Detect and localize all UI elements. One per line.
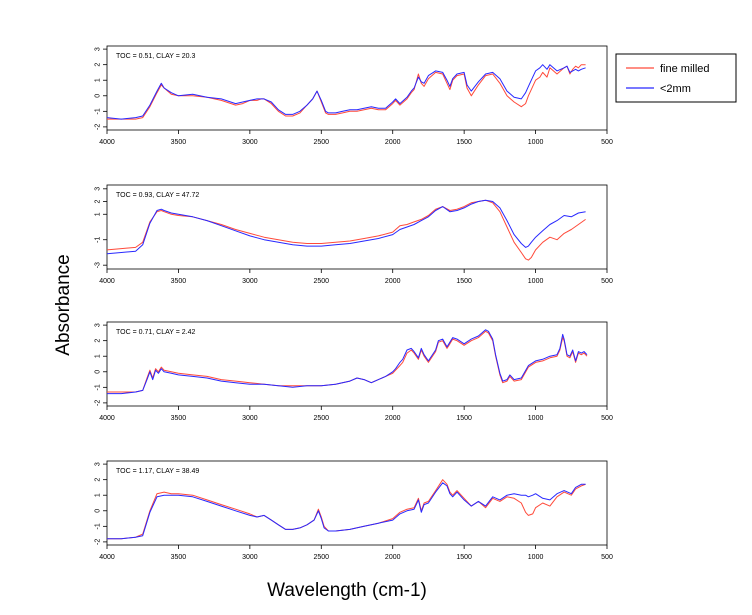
- plot-frame: [106, 321, 608, 407]
- legend-label-2mm: <2mm: [660, 83, 691, 95]
- plot-frame: [106, 460, 608, 546]
- x-tick-label: 1500: [456, 415, 472, 422]
- y-tick-label: 2: [95, 63, 102, 67]
- x-tick-label: 500: [601, 278, 613, 285]
- series-line-2mm: [106, 64, 586, 120]
- y-tick-label: -2: [95, 539, 102, 545]
- y-tick-label: 1: [95, 354, 102, 358]
- x-tick-label: 3000: [242, 278, 258, 285]
- x-tick-label: 1000: [528, 278, 544, 285]
- legend-label-fine-milled: fine milled: [660, 63, 710, 75]
- y-tick-label: 0: [95, 94, 102, 98]
- series-line-fine-milled: [107, 330, 588, 393]
- y-tick-label: -1: [95, 237, 102, 243]
- x-tick-label: 3500: [171, 278, 187, 285]
- x-tick-label: 4000: [99, 278, 115, 285]
- y-tick-label: 3: [95, 323, 102, 327]
- y-tick-label: 2: [95, 478, 102, 482]
- x-tick-label: 500: [601, 139, 613, 146]
- x-tick-label: 500: [601, 415, 613, 422]
- x-tick-label: 2500: [313, 278, 329, 285]
- y-axis-title: Absorbance: [53, 254, 74, 355]
- y-tick-label: 0: [95, 509, 102, 513]
- y-tick-label: -3: [95, 262, 102, 268]
- x-tick-label: 2500: [313, 139, 329, 146]
- y-tick-label: 3: [95, 47, 102, 51]
- y-tick-label: -2: [95, 124, 102, 130]
- x-tick-label: 2000: [385, 415, 401, 422]
- x-tick-label: 4000: [99, 554, 115, 561]
- x-tick-label: 3500: [171, 554, 187, 561]
- x-tick-label: 1000: [528, 554, 544, 561]
- y-tick-label: 2: [95, 199, 102, 203]
- series-line-2mm: [106, 199, 586, 255]
- panel-1: -2 -1 0 1 2 3 4000 3500 3000 2500 2000 1500 1000 500 T…: [95, 45, 613, 146]
- legend: fine milled <2mm: [615, 53, 737, 103]
- x-tick-label: 500: [601, 554, 613, 561]
- x-tick-label: 3500: [171, 139, 187, 146]
- x-tick-label: 3000: [242, 415, 258, 422]
- series-line-2mm: [107, 329, 588, 395]
- series-line-fine-milled: [106, 199, 586, 261]
- x-tick-label: 2500: [313, 415, 329, 422]
- plot-frame: [106, 45, 608, 131]
- y-tick-label: 1: [95, 78, 102, 82]
- legend-box: [615, 53, 737, 103]
- panel-2: -3 -1 1 2 3 4000 3500 3000 2500 2000 1500 1000 500 TO…: [95, 184, 613, 285]
- x-tick-label: 2000: [385, 139, 401, 146]
- y-tick-label: 3: [95, 462, 102, 466]
- y-tick-label: -1: [95, 384, 102, 390]
- y-tick-label: 2: [95, 339, 102, 343]
- series-line-fine-milled: [107, 479, 586, 540]
- y-tick-label: 0: [95, 370, 102, 374]
- x-tick-label: 2000: [385, 554, 401, 561]
- plot-frame: [106, 184, 608, 270]
- panel-title: TOC = 0.71, CLAY = 2.42: [116, 329, 195, 336]
- y-tick-label: -1: [95, 523, 102, 529]
- x-tick-label: 1000: [528, 139, 544, 146]
- x-tick-label: 1500: [456, 554, 472, 561]
- series-line-2mm: [107, 482, 586, 540]
- x-tick-label: 1500: [456, 139, 472, 146]
- y-tick-label: -1: [95, 108, 102, 114]
- panel-title: TOC = 1.17, CLAY = 38.49: [116, 468, 199, 475]
- series-line-fine-milled: [107, 64, 586, 120]
- x-tick-label: 2500: [313, 554, 329, 561]
- x-tick-label: 3500: [171, 415, 187, 422]
- y-tick-label: 1: [95, 493, 102, 497]
- panel-title: TOC = 0.93, CLAY = 47.72: [116, 192, 199, 199]
- y-tick-label: 1: [95, 212, 102, 216]
- y-tick-label: 3: [95, 187, 102, 191]
- panel-3: -2 -1 0 1 2 3 4000 3500 3000 2500 2000 1500 1000 500 T…: [95, 321, 613, 422]
- x-tick-label: 4000: [99, 415, 115, 422]
- y-tick-label: -2: [95, 400, 102, 406]
- x-tick-label: 4000: [99, 139, 115, 146]
- x-tick-label: 1000: [528, 415, 544, 422]
- x-tick-label: 3000: [242, 554, 258, 561]
- x-tick-label: 2000: [385, 278, 401, 285]
- x-axis-title: Wavelength (cm-1): [267, 580, 427, 601]
- panel-4: -2 -1 0 1 2 3 4000 3500 3000 2500 2000 1500 1000 500 T…: [95, 460, 613, 561]
- panel-title: TOC = 0.51, CLAY = 20.3: [116, 53, 195, 60]
- x-tick-label: 3000: [242, 139, 258, 146]
- x-tick-label: 1500: [456, 278, 472, 285]
